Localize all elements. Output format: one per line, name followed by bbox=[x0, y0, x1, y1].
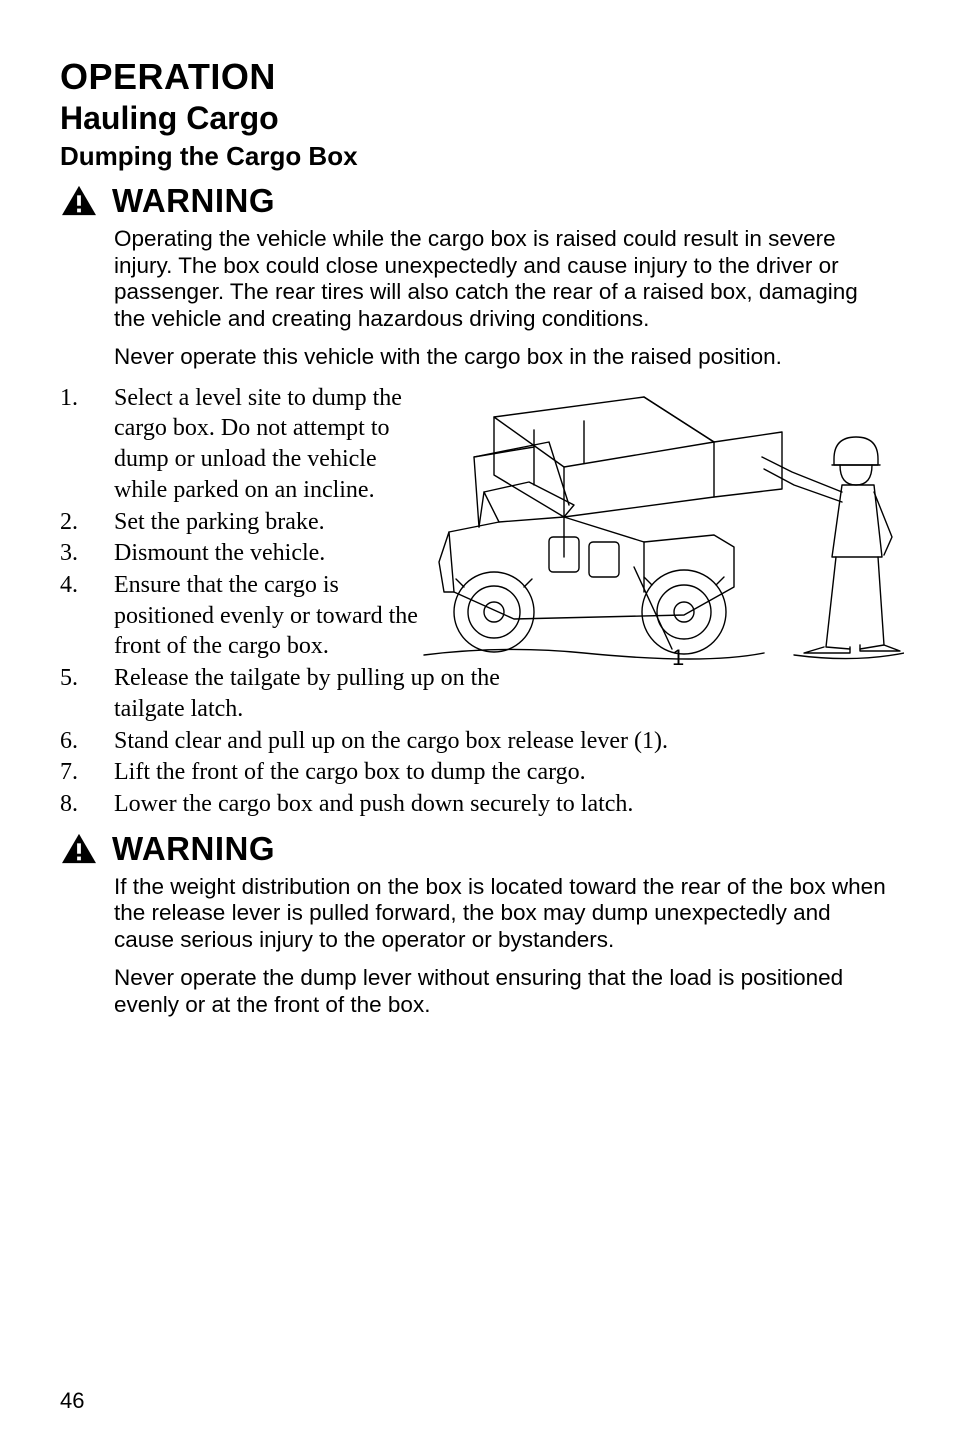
warning-paragraph: If the weight distribution on the box is… bbox=[114, 874, 894, 954]
warning-block-2-header: WARNING bbox=[60, 830, 894, 868]
step-text: Release the tailgate by pulling up on th… bbox=[114, 663, 534, 724]
step-item: Release the tailgate by pulling up on th… bbox=[60, 663, 894, 724]
warning-triangle-icon bbox=[60, 184, 98, 218]
step-item: Lift the front of the cargo box to dump … bbox=[60, 757, 894, 788]
step-text: Lift the front of the cargo box to dump … bbox=[114, 757, 894, 788]
step-item: Dismount the vehicle. bbox=[60, 538, 894, 569]
step-item: Select a level site to dump the cargo bo… bbox=[60, 383, 894, 506]
warning-block-2-body: If the weight distribution on the box is… bbox=[60, 874, 894, 1019]
steps-container: 1 Select a level site to dump the cargo … bbox=[60, 383, 894, 820]
step-text: Dismount the vehicle. bbox=[114, 538, 434, 569]
step-text: Lower the cargo box and push down secure… bbox=[114, 789, 894, 820]
subsubsection-heading: Dumping the Cargo Box bbox=[60, 141, 894, 172]
page-number: 46 bbox=[60, 1388, 84, 1414]
warning-paragraph: Never operate the dump lever without ens… bbox=[114, 965, 894, 1018]
step-text: Stand clear and pull up on the cargo box… bbox=[114, 726, 894, 757]
step-item: Lower the cargo box and push down secure… bbox=[60, 789, 894, 820]
section-heading: OPERATION bbox=[60, 56, 894, 98]
step-item: Set the parking brake. bbox=[60, 507, 894, 538]
warning-paragraph: Never operate this vehicle with the carg… bbox=[114, 344, 894, 371]
step-text: Select a level site to dump the cargo bo… bbox=[114, 383, 434, 506]
warning-label: WARNING bbox=[112, 830, 275, 868]
warning-triangle-icon bbox=[60, 832, 98, 866]
warning-block-1-body: Operating the vehicle while the cargo bo… bbox=[60, 226, 894, 371]
warning-label: WARNING bbox=[112, 182, 275, 220]
step-item: Stand clear and pull up on the cargo box… bbox=[60, 726, 894, 757]
step-text: Set the parking brake. bbox=[114, 507, 434, 538]
procedure-steps: Select a level site to dump the cargo bo… bbox=[60, 383, 894, 820]
warning-paragraph: Operating the vehicle while the cargo bo… bbox=[114, 226, 894, 332]
step-text: Ensure that the cargo is positioned even… bbox=[114, 570, 434, 662]
subsection-heading: Hauling Cargo bbox=[60, 100, 894, 137]
warning-block-1-header: WARNING bbox=[60, 182, 894, 220]
step-item: Ensure that the cargo is positioned even… bbox=[60, 570, 894, 662]
